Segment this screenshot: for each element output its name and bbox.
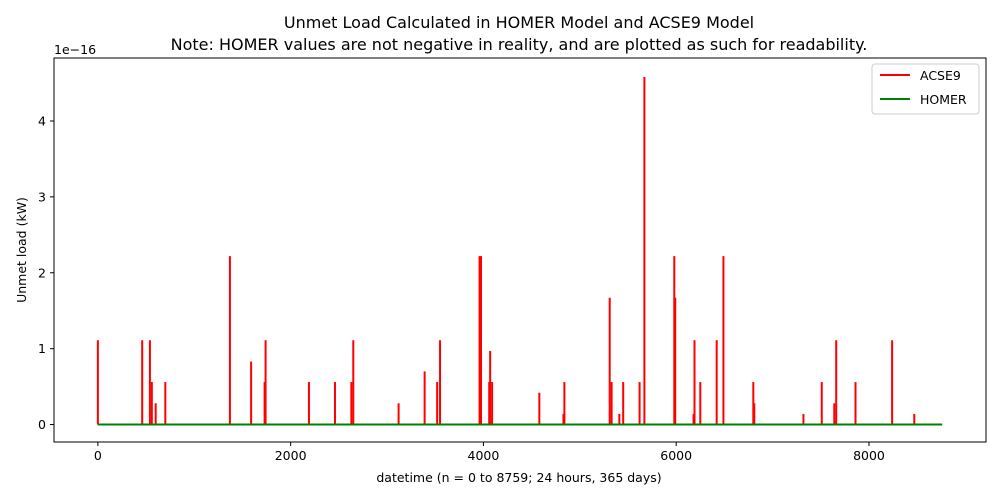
y-tick-label: 3 [38,189,46,204]
plot-frame [53,57,987,443]
y-axis-label: Unmet load (kW) [14,197,29,303]
x-tick-label: 0 [94,448,102,463]
y-tick-label: 0 [38,417,46,432]
y-tick-label: 1 [38,341,46,356]
x-axis-label: datetime (n = 0 to 8759; 24 hours, 365 d… [376,470,661,485]
x-axis: 0 2000 4000 6000 8000 [94,442,885,463]
legend-label-acse9: ACSE9 [920,68,961,83]
legend-box [871,63,980,115]
y-tick-label: 2 [38,265,46,280]
x-tick-label: 8000 [853,448,885,463]
chart-title: Unmet Load Calculated in HOMER Model and… [284,13,754,32]
legend-label-homer: HOMER [920,92,967,107]
legend: ACSE9 HOMER [871,63,980,115]
x-tick-label: 4000 [468,448,500,463]
y-offset-text: 1e−16 [54,42,96,57]
y-tick-label: 4 [38,113,46,128]
y-axis: 0 1 2 3 4 [38,113,54,432]
x-tick-label: 6000 [660,448,692,463]
x-tick-label: 2000 [275,448,307,463]
chart-subtitle: Note: HOMER values are not negative in r… [171,35,868,54]
acse9-series [96,76,943,426]
